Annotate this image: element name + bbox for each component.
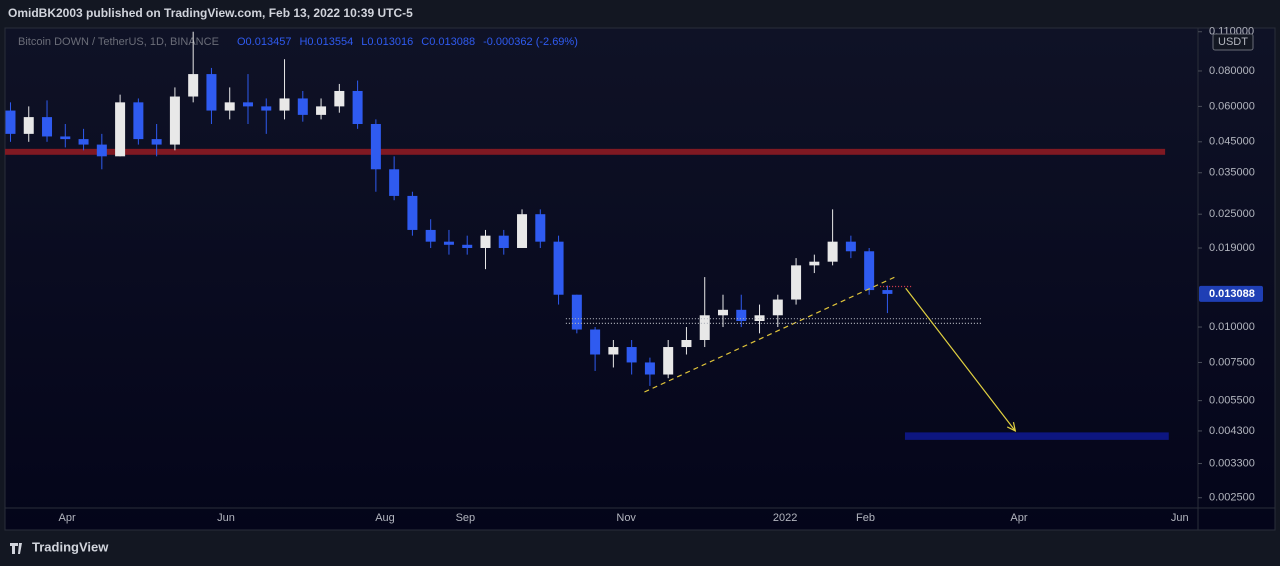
price-zone	[904, 432, 1169, 440]
candle-body	[115, 102, 126, 157]
arrow	[905, 287, 1016, 432]
y-tick-label: 0.004300	[1209, 425, 1255, 437]
candle-body	[845, 241, 856, 252]
candle-body	[370, 124, 381, 170]
y-tick-label: 0.045000	[1209, 136, 1255, 148]
candle-body	[42, 117, 53, 137]
candle-body	[590, 329, 601, 355]
candle-body	[553, 241, 564, 295]
candle-body	[279, 98, 290, 111]
x-tick-label: Jun	[217, 512, 235, 524]
currency: USDT	[1218, 36, 1248, 48]
x-tick-label: Feb	[856, 512, 875, 524]
candle-body	[261, 106, 272, 111]
ohlc-value: -0.000362 (-2.69%)	[483, 36, 578, 48]
y-tick-label: 0.025000	[1209, 208, 1255, 220]
candle-body	[791, 265, 802, 300]
arrow-head	[1006, 422, 1017, 433]
y-tick-label: 0.007500	[1209, 356, 1255, 368]
candle-body	[663, 347, 674, 375]
candle-body	[224, 102, 235, 111]
candle-body	[443, 241, 454, 245]
candle-body	[736, 309, 747, 322]
candle-body	[389, 169, 400, 196]
candle-body	[352, 90, 363, 125]
published-line: OmidBK2003 published on TradingView.com,…	[8, 6, 413, 20]
candle-body	[5, 110, 16, 134]
x-tick-label: Apr	[1010, 512, 1027, 524]
candle-body	[571, 294, 582, 330]
candle-body	[480, 235, 491, 248]
drawn-line	[644, 275, 897, 393]
x-tick-label: 2022	[773, 512, 797, 524]
candle-body	[498, 235, 509, 248]
candle-body	[316, 106, 327, 115]
ohlc-value: O0.013457	[237, 36, 291, 48]
last-price-box	[1199, 285, 1263, 302]
candle-body	[754, 315, 765, 322]
last-price-label: 0.013088	[1209, 288, 1255, 300]
candle-body	[242, 102, 253, 107]
candle-body	[206, 74, 217, 111]
currency-box	[1212, 33, 1254, 51]
y-tick-label: 0.002500	[1209, 492, 1255, 504]
candle-body	[681, 339, 692, 348]
candle-body	[535, 214, 546, 242]
candle-body	[96, 144, 107, 157]
candle-body	[78, 139, 89, 145]
candle-body	[23, 117, 34, 134]
plot-area	[4, 27, 1276, 531]
candle-body	[809, 261, 820, 266]
x-tick-label: Jun	[1171, 512, 1189, 524]
candle-body	[717, 309, 728, 316]
candle-body	[169, 96, 180, 145]
candle-body	[772, 299, 783, 316]
candle-body	[626, 347, 637, 363]
x-tick-label: Apr	[59, 512, 76, 524]
brand-logo	[10, 543, 22, 554]
y-tick-label: 0.035000	[1209, 167, 1255, 179]
y-tick-label: 0.003300	[1209, 457, 1255, 469]
candle-body	[407, 195, 418, 230]
y-tick-label: 0.080000	[1209, 65, 1255, 77]
candle-body	[188, 74, 199, 97]
x-tick-label: Nov	[616, 512, 636, 524]
y-tick-label: 0.010000	[1209, 321, 1255, 333]
candle-body	[462, 244, 473, 248]
x-tick-label: Aug	[375, 512, 395, 524]
candle-body	[133, 102, 144, 140]
candle-body	[297, 98, 308, 115]
y-tick-label: 0.005500	[1209, 395, 1255, 407]
candle-body	[517, 214, 528, 248]
y-tick-label: 0.060000	[1209, 100, 1255, 112]
x-tick-label: Sep	[456, 512, 476, 524]
candle-body	[644, 362, 655, 375]
ohlc-value: L0.013016	[361, 36, 413, 48]
candle-body	[425, 229, 436, 242]
candle-body	[151, 139, 162, 145]
candle-body	[864, 251, 875, 291]
ohlc-value: H0.013554	[299, 36, 353, 48]
candle-body	[699, 315, 710, 340]
candle-body	[60, 136, 71, 140]
symbol: Bitcoin DOWN / TetherUS, 1D, BINANCE	[18, 36, 219, 48]
y-tick-label: 0.019000	[1209, 242, 1255, 254]
candle-body	[827, 241, 838, 262]
y-tick-label: 0.110000	[1209, 26, 1254, 38]
candle-body	[882, 290, 893, 294]
price-zone	[5, 148, 1166, 155]
brand: TradingView	[32, 539, 109, 554]
ohlc-value: C0.013088	[421, 36, 475, 48]
candle-body	[334, 90, 345, 107]
candle-body	[608, 347, 619, 355]
